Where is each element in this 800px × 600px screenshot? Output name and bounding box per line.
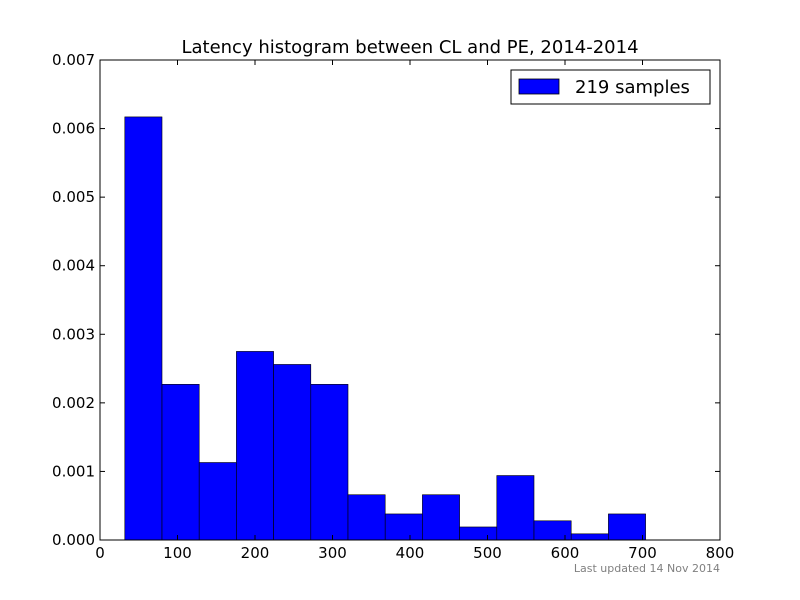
histogram-bar-1: [161, 384, 200, 541]
y-tick-label-5: 0.005: [52, 188, 95, 206]
histogram-bar-4: [273, 364, 312, 541]
x-tick-label-7: 700: [628, 544, 657, 562]
y-tick-label-1: 0.001: [52, 462, 95, 480]
x-tick-label-6: 600: [551, 544, 580, 562]
histogram-bar-7: [384, 513, 423, 541]
bars-group: [124, 116, 646, 541]
x-tick-label-2: 200: [241, 544, 270, 562]
legend-label: 219 samples: [575, 77, 690, 98]
histogram-bar-13: [608, 513, 646, 541]
histogram-bar-5: [310, 384, 349, 541]
x-tick-label-4: 400: [396, 544, 425, 562]
y-tick-label-3: 0.003: [52, 325, 95, 343]
y-tick-label-2: 0.002: [52, 394, 95, 412]
histogram-bar-8: [422, 494, 460, 541]
histogram-bar-0: [124, 116, 163, 541]
y-tick-label-0: 0.000: [52, 531, 95, 549]
legend: 219 samples: [510, 69, 711, 105]
last-updated-note: Last updated 14 Nov 2014: [573, 562, 720, 575]
histogram-bar-9: [459, 526, 498, 541]
histogram-bar-10: [496, 475, 535, 541]
x-axis: 0 100 200 300 400 500 600 700 800: [95, 60, 734, 562]
legend-swatch: [518, 78, 560, 95]
histogram-bar-11: [533, 520, 572, 541]
y-tick-label-7: 0.007: [52, 51, 95, 69]
x-tick-label-0: 0: [95, 544, 105, 562]
y-tick-label-4: 0.004: [52, 257, 95, 275]
x-tick-label-1: 100: [163, 544, 192, 562]
x-tick-label-8: 800: [706, 544, 735, 562]
y-axis: 0.000 0.001 0.002 0.003 0.004 0.005 0.006 0.007: [52, 51, 720, 549]
histogram-bar-12: [570, 533, 609, 541]
x-tick-label-5: 500: [473, 544, 502, 562]
histogram-bar-2: [198, 462, 237, 541]
chart-title: Latency histogram between CL and PE, 201…: [181, 37, 638, 58]
y-tick-label-6: 0.006: [52, 120, 95, 138]
histogram-bar-3: [236, 351, 274, 541]
histogram-bar-6: [347, 494, 386, 541]
x-tick-label-3: 300: [318, 544, 347, 562]
